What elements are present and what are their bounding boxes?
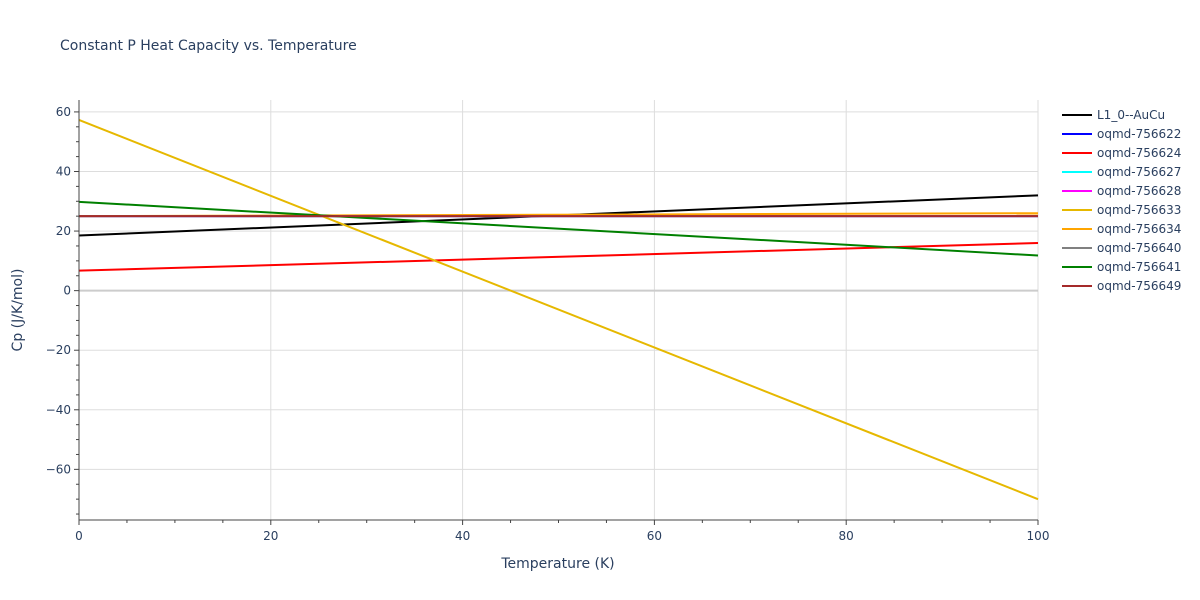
- chart-title: Constant P Heat Capacity vs. Temperature: [60, 38, 357, 54]
- series-lines: [78, 119, 1039, 501]
- legend-label: oqmd-756628: [1097, 184, 1181, 198]
- series-line-oqmd-756633: [78, 119, 1039, 501]
- axes: [74, 100, 1039, 525]
- y-axis-ticks: 60 40 20 0 −20 −40 −60: [46, 105, 71, 476]
- legend-item[interactable]: oqmd-756624: [1062, 146, 1181, 160]
- legend-item[interactable]: oqmd-756628: [1062, 184, 1181, 198]
- legend-item[interactable]: oqmd-756641: [1062, 260, 1181, 274]
- x-axis-title: Temperature (K): [500, 556, 614, 572]
- legend-label: oqmd-756627: [1097, 165, 1181, 179]
- legend-item[interactable]: oqmd-756640: [1062, 241, 1181, 255]
- series-line-oqmd-756641: [78, 200, 1039, 257]
- legend-label: oqmd-756622: [1097, 127, 1181, 141]
- legend-item[interactable]: oqmd-756634: [1062, 222, 1181, 236]
- legend-item[interactable]: L1_0--AuCu: [1062, 108, 1165, 122]
- x-tick-label: 100: [1027, 529, 1050, 543]
- y-tick-label: −60: [46, 462, 71, 476]
- series-line-oqmd-756624: [78, 241, 1039, 272]
- legend[interactable]: L1_0--AuCu oqmd-756622 oqmd-756624 oqmd-756…: [1062, 108, 1181, 293]
- y-axis-title: Cp (J/K/mol): [10, 269, 26, 352]
- legend-item[interactable]: oqmd-756649: [1062, 279, 1181, 293]
- legend-label: oqmd-756649: [1097, 279, 1181, 293]
- legend-label: oqmd-756641: [1097, 260, 1181, 274]
- x-tick-label: 0: [75, 529, 83, 543]
- y-tick-label: −40: [46, 403, 71, 417]
- y-tick-label: 60: [56, 105, 71, 119]
- legend-label: oqmd-756634: [1097, 222, 1181, 236]
- legend-item[interactable]: oqmd-756622: [1062, 127, 1181, 141]
- y-tick-label: 0: [63, 284, 71, 298]
- x-tick-label: 60: [647, 529, 662, 543]
- x-tick-label: 20: [263, 529, 278, 543]
- x-axis-ticks: 0 20 40 60 80 100: [75, 529, 1049, 543]
- legend-item[interactable]: oqmd-756627: [1062, 165, 1181, 179]
- legend-label: oqmd-756640: [1097, 241, 1181, 255]
- y-tick-label: 20: [56, 224, 71, 238]
- legend-label: oqmd-756624: [1097, 146, 1181, 160]
- legend-item[interactable]: oqmd-756633: [1062, 203, 1181, 217]
- legend-label: L1_0--AuCu: [1097, 108, 1165, 122]
- y-tick-label: −20: [46, 343, 71, 357]
- legend-label: oqmd-756633: [1097, 203, 1181, 217]
- x-tick-label: 80: [839, 529, 854, 543]
- y-tick-label: 40: [56, 164, 71, 178]
- x-tick-label: 40: [455, 529, 470, 543]
- grid-lines: [79, 100, 1039, 520]
